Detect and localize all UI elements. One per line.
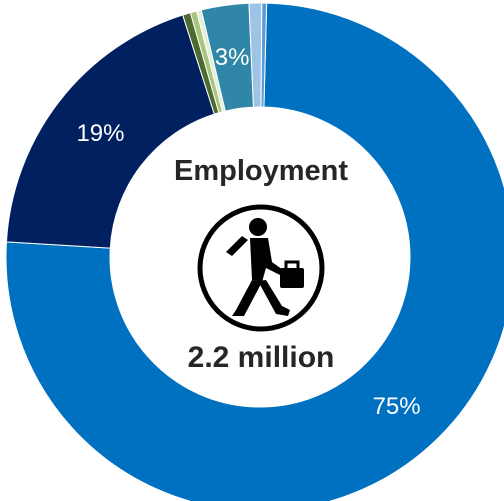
donut-slice-0 bbox=[5, 2, 504, 501]
slice-label-0: 75% bbox=[373, 393, 421, 420]
chart-title: Employment bbox=[174, 155, 348, 187]
donut-slice-7 bbox=[260, 2, 268, 108]
center-value: 2.2 million bbox=[188, 341, 335, 374]
donut-slices bbox=[5, 2, 504, 501]
slice-label-5: 3% bbox=[215, 44, 250, 71]
walking-businessman-icon bbox=[197, 204, 325, 332]
donut-slice-1 bbox=[5, 14, 215, 249]
slice-labels: 75% 19% 3% bbox=[76, 44, 420, 420]
slice-label-1: 19% bbox=[76, 120, 124, 147]
